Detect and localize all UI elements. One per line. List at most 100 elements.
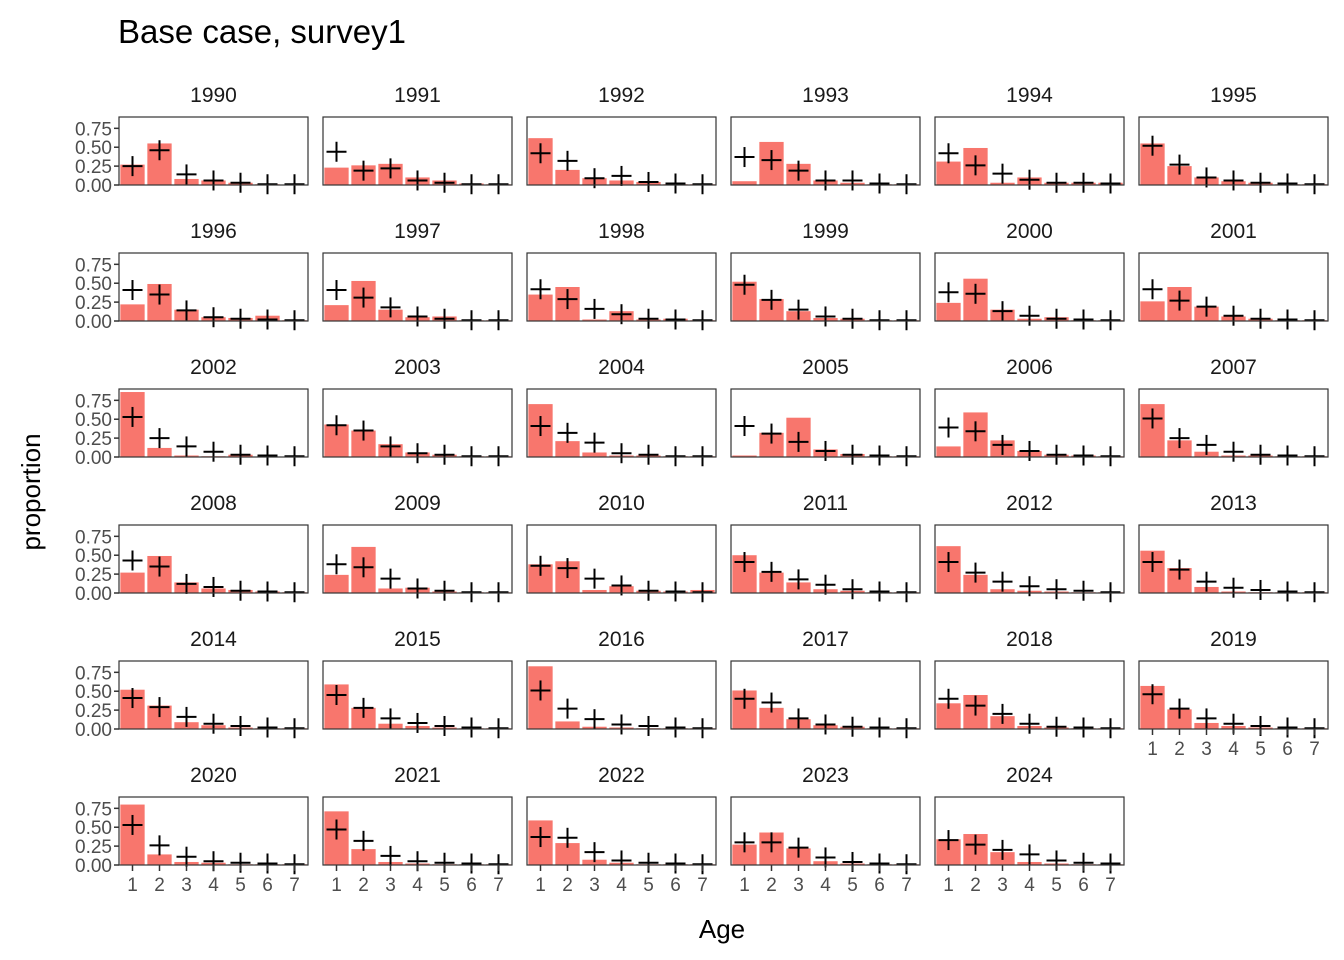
x-tick-label: 3 [793, 875, 804, 896]
x-tick-label: 5 [1051, 875, 1062, 896]
y-tick-label: 0.25 [75, 293, 112, 314]
panel-border [934, 116, 1125, 186]
bar-age-1 [324, 574, 349, 593]
x-tick-label: 6 [466, 875, 477, 896]
panel-border [934, 388, 1125, 458]
panel-year-label: 2015 [394, 628, 441, 651]
bar-age-2 [555, 843, 580, 865]
x-tick-label: 2 [358, 875, 369, 896]
panel-2015: 2015 [322, 628, 513, 739]
x-tick-label: 1 [739, 875, 750, 896]
panel-border [322, 388, 513, 458]
y-tick-label: 0.00 [75, 856, 112, 877]
x-tick-label: 3 [997, 875, 1008, 896]
panel-2020: 2020 0.000.250.500.75 1 2 3 4 5 6 7 [75, 764, 309, 896]
panel-year-label: 2006 [1006, 356, 1053, 379]
x-tick-label: 4 [1024, 875, 1035, 896]
panel-2004: 2004 [526, 356, 717, 467]
panel-2023: 2023 1 2 3 4 5 6 7 [730, 764, 921, 896]
chart-title: Base case, survey1 [118, 13, 406, 50]
y-tick-label: 0.00 [75, 720, 112, 741]
x-tick-label: 4 [412, 875, 423, 896]
panel-2000: 2000 [934, 220, 1125, 331]
x-tick-label: 4 [616, 875, 627, 896]
panel-year-label: 1991 [394, 84, 441, 107]
y-tick-label: 0.25 [75, 157, 112, 178]
bar-age-2 [1167, 709, 1192, 729]
panel-2022: 2022 1 2 3 4 5 6 7 [526, 764, 717, 896]
x-axis-title: Age [699, 914, 745, 944]
x-tick-label: 3 [385, 875, 396, 896]
x-tick-label: 1 [1147, 739, 1158, 760]
panel-year-label: 2012 [1006, 492, 1053, 515]
bar-age-2 [759, 707, 784, 729]
y-tick-label: 0.75 [75, 799, 112, 820]
bar-age-2 [351, 849, 376, 865]
panel-2018: 2018 [934, 628, 1125, 739]
y-tick-label: 0.00 [75, 176, 112, 197]
x-tick-label: 2 [1174, 739, 1185, 760]
x-tick-label: 7 [493, 875, 504, 896]
panel-year-label: 2003 [394, 356, 441, 379]
panel-1992: 1992 [526, 84, 717, 195]
panel-2009: 2009 [322, 492, 513, 603]
x-tick-label: 7 [1309, 739, 1320, 760]
bar-age-2 [351, 707, 376, 729]
y-tick-label: 0.50 [75, 138, 112, 159]
bar-age-2 [759, 572, 784, 593]
panel-border [322, 252, 513, 322]
y-tick-label: 0.25 [75, 837, 112, 858]
panel-border [1138, 116, 1329, 186]
panel-year-label: 1995 [1210, 84, 1257, 107]
panel-border [118, 116, 309, 186]
panel-2003: 2003 [322, 356, 513, 467]
panel-border [118, 252, 309, 322]
x-tick-label: 2 [154, 875, 165, 896]
x-tick-label: 2 [970, 875, 981, 896]
panel-border [322, 660, 513, 730]
panel-1993: 1993 [730, 84, 921, 195]
bar-age-1 [732, 455, 757, 457]
panel-year-label: 1990 [190, 84, 237, 107]
bar-age-1 [1140, 301, 1165, 321]
panel-year-label: 1999 [802, 220, 849, 243]
bar-age-2 [963, 574, 988, 593]
x-tick-label: 2 [766, 875, 777, 896]
panel-year-label: 2024 [1006, 764, 1053, 787]
panel-1994: 1994 [934, 84, 1125, 194]
panel-border [934, 524, 1125, 594]
panel-border [526, 252, 717, 322]
panel-2002: 2002 0.000.250.500.75 [75, 356, 309, 469]
x-tick-label: 4 [208, 875, 219, 896]
panel-year-label: 2014 [190, 628, 237, 651]
panel-border [1138, 524, 1329, 594]
panel-1997: 1997 [322, 220, 513, 331]
panel-year-label: 2011 [803, 492, 848, 515]
y-tick-label: 0.00 [75, 448, 112, 469]
bar-age-1 [324, 305, 349, 321]
panel-year-label: 2009 [394, 492, 441, 515]
x-tick-label: 4 [1228, 739, 1239, 760]
panel-year-label: 1996 [190, 220, 237, 243]
panel-1995: 1995 [1138, 84, 1329, 195]
panel-border [526, 116, 717, 186]
y-tick-label: 0.75 [75, 255, 112, 276]
y-tick-label: 0.50 [75, 682, 112, 703]
panel-2011: 2011 [730, 492, 921, 603]
panel-border [730, 252, 921, 322]
panel-1991: 1991 [322, 84, 513, 195]
bar-age-1 [732, 181, 757, 185]
panel-border [730, 116, 921, 186]
x-tick-label: 5 [235, 875, 246, 896]
bar-age-1 [120, 572, 145, 593]
bar-age-2 [555, 169, 580, 185]
panel-year-label: 2020 [190, 764, 237, 787]
y-axis-title: proportion [16, 433, 46, 550]
x-tick-label: 1 [535, 875, 546, 896]
y-tick-label: 0.75 [75, 391, 112, 412]
x-tick-label: 3 [589, 875, 600, 896]
x-tick-label: 4 [820, 875, 831, 896]
panel-year-label: 2007 [1210, 356, 1257, 379]
panel-1999: 1999 [730, 220, 921, 331]
